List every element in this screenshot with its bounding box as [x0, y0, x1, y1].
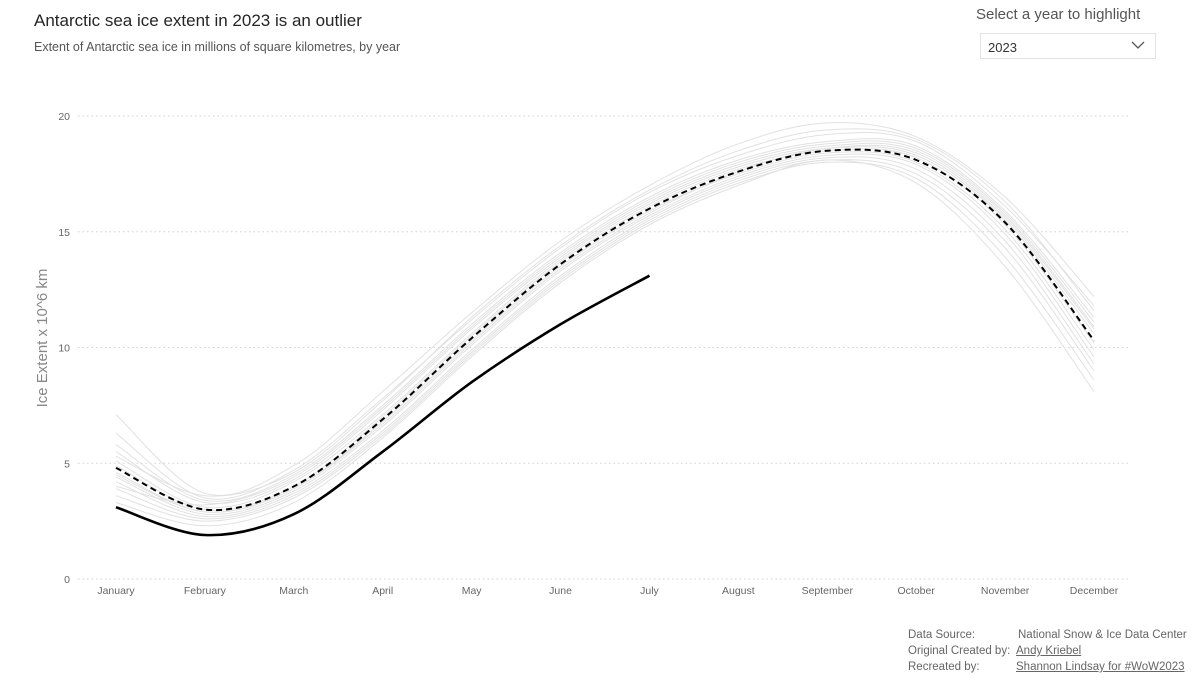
year-line [115, 142, 1095, 504]
credits: Data Source: National Snow & Ice Data Ce… [908, 627, 1198, 675]
x-tick-label: August [722, 585, 755, 597]
year-line [115, 153, 1095, 516]
highlight-year-line [115, 274, 651, 537]
year-line [115, 122, 1095, 496]
y-tick-label: 15 [58, 227, 70, 239]
page-subtitle: Extent of Antarctic sea ice in millions … [34, 40, 401, 54]
year-line [115, 146, 1095, 509]
year-select-dropdown[interactable]: 2023 [980, 33, 1156, 59]
x-tick-label: November [981, 585, 1030, 597]
x-tick-label: June [549, 585, 572, 597]
x-tick-label: May [462, 585, 483, 597]
year-line [115, 132, 1095, 500]
y-tick-label: 0 [64, 574, 70, 586]
x-tick-label: March [279, 585, 308, 597]
sea-ice-line-chart: 0 5 10 15 20 January February March April May Jun… [34, 111, 1130, 597]
x-axis-ticks: January February March April May June July Augu… [97, 585, 1118, 597]
x-tick-label: July [640, 585, 659, 597]
year-line [115, 148, 1095, 511]
y-tick-label: 5 [64, 458, 70, 470]
credit-recreated-label: Recreated by: [908, 661, 980, 673]
credit-data-source-label: Data Source: [908, 629, 976, 641]
x-tick-label: September [802, 585, 854, 597]
credit-recreated: Recreated by: Shannon Lindsay for #WoW20… [908, 659, 1198, 675]
year-line [115, 138, 1095, 502]
chevron-down-icon[interactable] [1130, 37, 1146, 58]
credit-original: Original Created by: Andy Kriebel [908, 643, 1198, 659]
year-line [115, 140, 1095, 506]
credit-original-label: Original Created by: [908, 645, 1011, 657]
year-selector-label: Select a year to highlight [976, 6, 1141, 23]
y-tick-label: 20 [58, 111, 70, 123]
credit-data-source-value: National Snow & Ice Data Center [1018, 629, 1187, 641]
year-line [115, 128, 1095, 497]
year-line [115, 161, 1095, 522]
credit-recreated-link[interactable]: Shannon Lindsay for #WoW2023 [1016, 661, 1185, 673]
credit-original-link[interactable]: Andy Kriebel [1016, 645, 1082, 657]
credit-data-source: Data Source: National Snow & Ice Data Ce… [908, 627, 1198, 643]
x-tick-label: February [184, 585, 227, 597]
page-title: Antarctic sea ice extent in 2023 is an o… [34, 11, 362, 30]
y-tick-label: 10 [58, 343, 70, 355]
x-tick-label: December [1070, 585, 1119, 597]
x-tick-label: April [372, 585, 393, 597]
background-year-lines [115, 122, 1095, 527]
x-tick-label: October [898, 585, 936, 597]
y-axis-ticks: 0 5 10 15 20 [58, 111, 70, 586]
y-axis-label: Ice Extent x 10^6 km [34, 269, 51, 408]
year-select-value: 2023 [988, 40, 1017, 55]
year-line [115, 144, 1095, 513]
year-line [115, 159, 1095, 527]
year-line [115, 159, 1095, 520]
year-line [115, 156, 1095, 518]
x-tick-label: January [97, 585, 135, 597]
median-dashed-line [115, 148, 1095, 512]
